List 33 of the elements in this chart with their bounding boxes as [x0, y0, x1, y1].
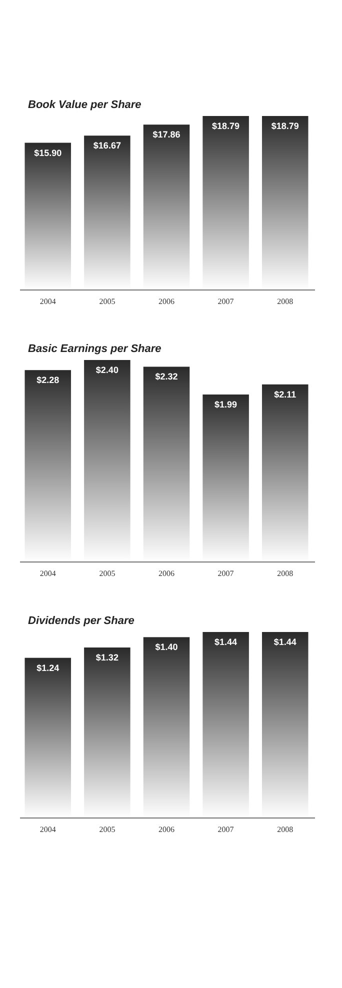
x-tick-label: 2004 — [40, 297, 56, 306]
data-label: $1.44 — [214, 637, 238, 647]
data-label: $1.99 — [214, 400, 238, 410]
data-label: $1.44 — [274, 637, 296, 647]
data-label: $15.90 — [34, 148, 62, 158]
chart-title: Book Value per Share — [28, 99, 142, 111]
x-tick-label: 2004 — [40, 825, 56, 834]
data-label: $1.40 — [155, 642, 178, 652]
x-tick-label: 2007 — [218, 297, 234, 306]
x-tick-label: 2007 — [218, 569, 234, 578]
data-label: $17.86 — [152, 130, 180, 140]
data-label: $18.79 — [271, 121, 299, 131]
x-tick-label: 2005 — [99, 569, 116, 578]
x-tick-label: 2008 — [277, 297, 294, 306]
data-label: $2.40 — [96, 365, 118, 375]
data-label: $16.67 — [93, 140, 121, 151]
x-tick-label: 2006 — [158, 569, 174, 578]
chart-title: Basic Earnings per Share — [28, 343, 162, 355]
data-label: $1.24 — [36, 662, 60, 673]
x-tick-label: 2006 — [158, 825, 174, 834]
x-tick-label: 2005 — [99, 825, 116, 834]
data-label: $18.79 — [212, 121, 240, 131]
chart-title: Dividends per Share — [28, 615, 134, 627]
data-label: $2.32 — [155, 372, 178, 382]
x-tick-label: 2004 — [40, 569, 56, 578]
x-tick-label: 2006 — [158, 297, 174, 306]
data-label: $2.28 — [36, 375, 60, 386]
data-label: $2.11 — [274, 389, 296, 400]
x-tick-label: 2008 — [277, 825, 294, 834]
x-tick-label: 2005 — [99, 297, 116, 306]
x-tick-label: 2008 — [277, 569, 294, 578]
x-tick-label: 2007 — [218, 825, 234, 834]
data-label: $1.32 — [96, 652, 118, 662]
